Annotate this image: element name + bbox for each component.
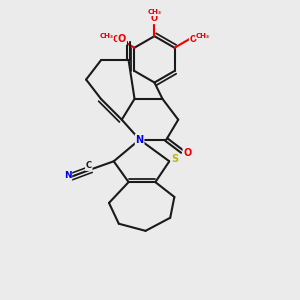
Text: CH₃: CH₃: [196, 33, 210, 39]
Text: O: O: [151, 14, 158, 23]
Text: CH₃: CH₃: [148, 10, 161, 16]
Text: CH₃: CH₃: [99, 33, 113, 39]
Text: N: N: [136, 135, 144, 145]
Text: O: O: [112, 34, 119, 43]
Text: O: O: [190, 34, 196, 43]
Text: S: S: [171, 154, 178, 164]
Text: O: O: [118, 34, 126, 44]
Text: O: O: [183, 148, 192, 158]
Text: C: C: [86, 161, 92, 170]
Text: N: N: [64, 171, 71, 180]
